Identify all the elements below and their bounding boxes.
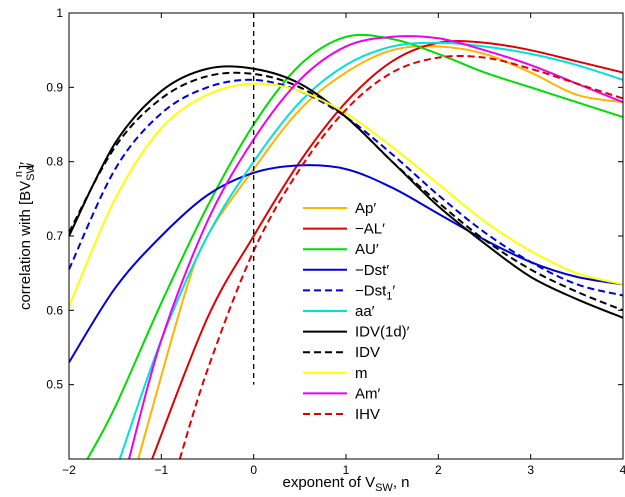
legend-label-10: IHV — [355, 406, 380, 423]
legend: Ap′ −AL′ AU′ −Dst′ −Dst1′aa′ IDV(1d)′ IDV m Am′ I… — [303, 200, 410, 423]
y-tick-label: 0.8 — [46, 155, 63, 169]
legend-label-9: Am′ — [355, 385, 381, 402]
legend-label-1: −AL′ — [355, 221, 385, 238]
x-tick-label: −1 — [154, 463, 168, 477]
y-axis-label: correlation with [BVSWn]′ — [13, 162, 37, 310]
x-tick-label: 2 — [435, 463, 442, 477]
series-line-9-am — [128, 35, 623, 459]
ticks-layer: −2 −1 0 1 2 3 4 0.5 0.6 0.7 0.8 0.9 1 — [46, 6, 625, 477]
x-tick-label: 0 — [250, 463, 257, 477]
series-line-1-al — [151, 40, 623, 459]
y-tick-label: 1 — [56, 6, 63, 20]
plot-area — [69, 13, 623, 459]
series-line-8-m — [69, 82, 623, 308]
series-line-2-au — [86, 33, 623, 459]
series-line-0-ap — [137, 45, 623, 459]
legend-label-8: m — [355, 365, 368, 382]
series-layer — [69, 33, 623, 459]
legend-label-2: AU′ — [355, 241, 379, 258]
x-tick-label: 3 — [527, 463, 534, 477]
series-line-10-ihv — [178, 54, 623, 459]
y-tick-label: 0.9 — [46, 80, 63, 94]
legend-label-7: IDV — [355, 344, 380, 361]
legend-label-0: Ap′ — [355, 200, 376, 217]
x-tick-label: 1 — [343, 463, 350, 477]
series-line-7-idv — [69, 71, 623, 312]
legend-label-4: −Dst1′ — [355, 282, 395, 302]
legend-label-3: −Dst′ — [355, 262, 389, 279]
series-line-5-aa — [118, 41, 623, 459]
legend-label-5: aa′ — [355, 303, 375, 320]
y-tick-label: 0.6 — [46, 303, 63, 317]
x-tick-label: −2 — [62, 463, 76, 477]
y-tick-label: 0.5 — [46, 378, 63, 392]
x-axis-label: exponent of VSW, n — [283, 474, 410, 494]
x-tick-label: 4 — [620, 463, 625, 477]
y-tick-label: 0.7 — [46, 229, 63, 243]
legend-label-6: IDV(1d)′ — [355, 324, 410, 341]
